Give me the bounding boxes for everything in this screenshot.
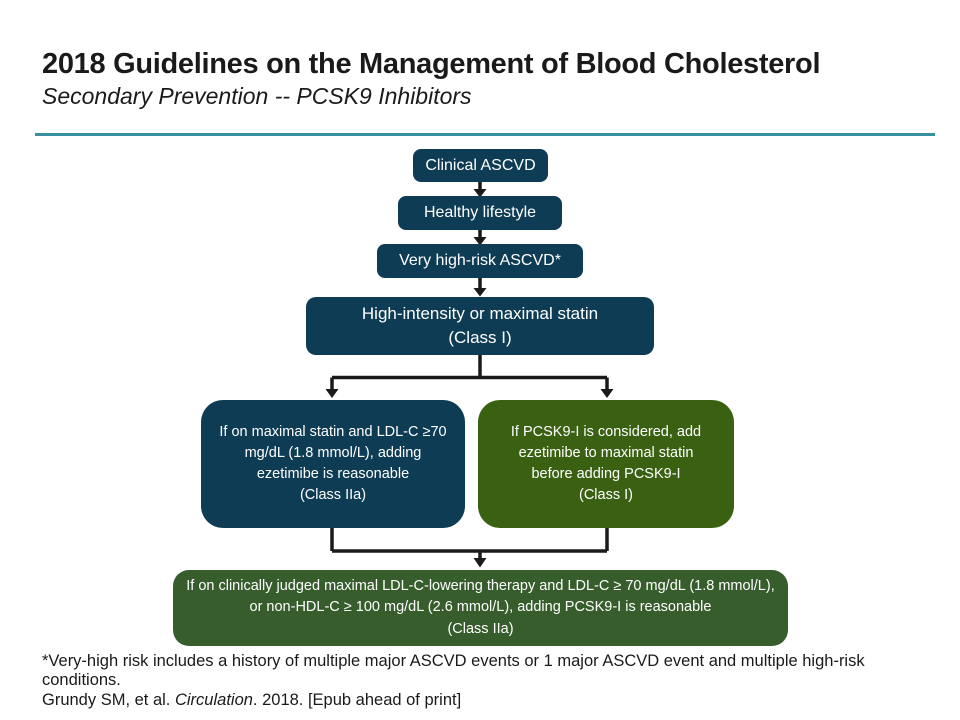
flow-node-add-ezetimibe: If on maximal statin and LDL-C ≥70 mg/dL… xyxy=(201,400,465,528)
citation-author: Grundy SM, et al. xyxy=(42,691,175,710)
citation: Grundy SM, et al. Circulation. 2018. [Ep… xyxy=(42,691,927,710)
flow-node-pcsk9-add-ezetimibe-first: If PCSK9-I is considered, add ezetimibe … xyxy=(478,400,734,528)
flow-node-class-label: (Class I) xyxy=(579,487,633,504)
flow-node-healthy-lifestyle: Healthy lifestyle xyxy=(398,196,562,230)
arrowhead-icon xyxy=(325,389,339,398)
flow-node-class-label: (Class I) xyxy=(448,328,512,347)
arrowhead-icon xyxy=(473,288,487,297)
flow-node-label: High-intensity or maximal statin xyxy=(361,304,599,324)
flow-node-label: If on clinically judged maximal LDL-C-lo… xyxy=(186,578,775,616)
footnote: *Very-high risk includes a history of mu… xyxy=(42,652,927,710)
citation-rest: . 2018. [Epub ahead of print] xyxy=(252,691,462,710)
very-high-risk-footnote: *Very-high risk includes a history of mu… xyxy=(42,652,865,690)
title-divider-rule xyxy=(35,133,935,136)
flow-node-label: Clinical ASCVD xyxy=(425,156,536,174)
flow-node-label: Very high-risk ASCVD* xyxy=(399,252,561,270)
flow-node-class-label: (Class IIa) xyxy=(447,620,514,637)
flow-node-clinical-ascvd: Clinical ASCVD xyxy=(413,149,548,182)
flow-node-pcsk9-reasonable: If on clinically judged maximal LDL-C-lo… xyxy=(173,570,788,646)
flow-node-label: If on maximal statin and LDL-C ≥70 mg/dL… xyxy=(219,423,447,482)
flow-node-label: If PCSK9-I is considered, add ezetimibe … xyxy=(510,423,702,482)
flow-node-very-high-risk-ascvd: Very high-risk ASCVD* xyxy=(377,244,583,278)
flow-node-label: Healthy lifestyle xyxy=(423,204,537,222)
citation-journal: Circulation xyxy=(174,691,253,710)
page-title: 2018 Guidelines on the Management of Blo… xyxy=(42,48,821,80)
flow-node-high-intensity-statin: High-intensity or maximal statin (Class … xyxy=(306,297,654,355)
page-subtitle: Secondary Prevention -- PCSK9 Inhibitors xyxy=(42,83,472,110)
arrowhead-icon xyxy=(600,389,614,398)
title-block: 2018 Guidelines on the Management of Blo… xyxy=(42,48,932,110)
arrowhead-icon xyxy=(473,558,487,568)
flow-node-class-label: (Class IIa) xyxy=(299,487,367,504)
